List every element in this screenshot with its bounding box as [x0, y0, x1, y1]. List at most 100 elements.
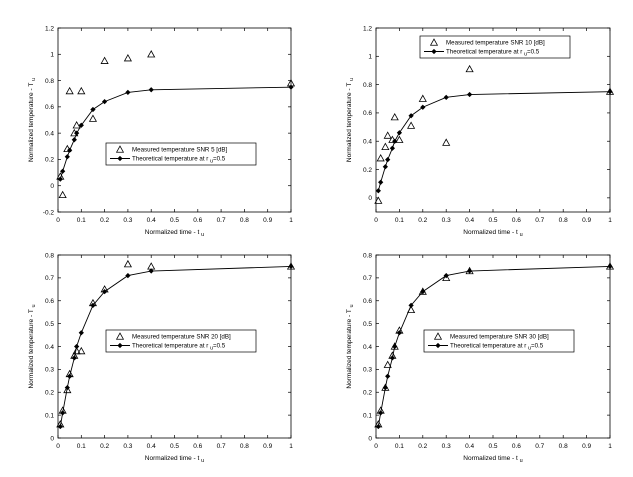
theoretical-point: [375, 423, 381, 430]
y-tick-label: 0.4: [363, 139, 372, 146]
x-tick-label: 0.8: [559, 443, 568, 450]
measured-point: [77, 346, 86, 355]
y-axis-label: Normalized temperature - T u: [28, 304, 37, 388]
measured-point: [88, 298, 98, 307]
measured-point: [147, 50, 156, 58]
y-tick-label: 1.2: [45, 25, 54, 32]
y-tick-label: 0: [50, 435, 54, 442]
measured-point: [605, 262, 615, 270]
theoretical-point: [378, 410, 384, 416]
x-tick-label: 0.9: [263, 443, 272, 450]
theoretical-point: [60, 168, 66, 174]
measured-point: [56, 172, 65, 180]
x-tick-label: 0.5: [170, 443, 179, 450]
theoretical-point: [443, 94, 449, 100]
legend-measured-marker: [115, 145, 125, 153]
y-tick-label: 0.8: [363, 82, 372, 89]
x-tick-label: 0.5: [170, 217, 179, 224]
theoretical-point: [64, 154, 70, 160]
measured-point: [381, 383, 390, 391]
theoretical-point: [385, 157, 391, 163]
measured-point: [395, 326, 404, 334]
theoretical-line: [59, 86, 292, 180]
legend-box: [419, 35, 571, 59]
measured-point: [286, 262, 296, 270]
x-tick-label: 0.4: [147, 443, 156, 450]
theoretical-point: [101, 288, 108, 295]
theoretical-point: [385, 373, 391, 379]
y-axis-label: Normalized temperature - T u: [28, 78, 37, 162]
x-tick-label: 0.1: [77, 443, 86, 450]
x-axis-label: Normalized time - t u: [145, 229, 204, 238]
y-tick-label: 0.8: [45, 78, 54, 85]
measured-point: [58, 406, 67, 414]
legend-box: [423, 329, 575, 353]
measured-point: [442, 273, 451, 281]
measured-point: [65, 86, 74, 95]
measured-point: [388, 351, 397, 359]
y-tick-label: 0: [50, 183, 54, 190]
theoretical-line: [59, 265, 292, 427]
theoretical-point: [148, 87, 154, 93]
theoretical-point: [67, 373, 73, 379]
x-tick-label: 0.7: [535, 217, 544, 224]
measured-point: [72, 121, 81, 129]
plot-frame: [57, 27, 292, 213]
legend-theoretical-label: Theoretical temperature at r u=0.5: [446, 49, 540, 58]
y-tick-label: 0.2: [363, 167, 372, 174]
y-tick-label: 0.4: [45, 344, 54, 351]
y-tick-label: 1: [50, 52, 54, 59]
y-tick-label: 0.3: [45, 367, 54, 374]
measured-point: [56, 420, 65, 428]
y-tick-label: 1: [368, 54, 372, 61]
x-tick-label: 0.9: [582, 443, 591, 450]
x-tick-label: 0.3: [442, 217, 451, 224]
theoretical-point: [408, 113, 414, 119]
chart-panel-bottom-right: 0 0.1 0.2 0.3 0.4 0.5 0.6 0.7 0.8 0.9 1 0 0.1 0.2 0.3 0…: [346, 252, 615, 464]
x-tick-label: 0.5: [488, 217, 497, 224]
x-tick-label: 1: [289, 217, 293, 224]
x-tick-label: 1: [289, 443, 293, 450]
legend-theoretical-label: Theoretical temperature at r u=0.5: [450, 343, 544, 352]
x-tick-label: 0.1: [395, 443, 404, 450]
theoretical-point: [57, 423, 63, 430]
x-tick-label: 0.4: [465, 217, 474, 224]
x-tick-label: 0.6: [193, 217, 202, 224]
x-tick-label: 0.7: [217, 217, 226, 224]
x-tick-label: 1: [608, 217, 612, 224]
y-tick-label: 0.4: [363, 344, 372, 351]
y-tick-label: 0.6: [45, 104, 54, 111]
y-tick-label: 0.3: [363, 367, 372, 374]
x-tick-label: 0.3: [123, 217, 132, 224]
x-tick-label: 0.7: [535, 443, 544, 450]
chart-panel-bottom-left: 0 0.1 0.2 0.3 0.4 0.5 0.6 0.7 0.8 0.9 1 0 0.1 0.2 0.3 0…: [28, 252, 296, 464]
x-tick-label: 0: [56, 217, 60, 224]
x-tick-label: 0.8: [240, 443, 249, 450]
x-tick-label: 0.2: [418, 217, 427, 224]
measured-point: [100, 285, 109, 293]
theoretical-point: [71, 355, 77, 361]
theoretical-point: [396, 130, 403, 136]
x-tick-label: 0.2: [418, 443, 427, 450]
theoretical-point: [71, 137, 77, 143]
y-tick-label: 0.8: [363, 252, 372, 259]
legend-theoretical-marker: [117, 155, 123, 162]
y-tick-label: 0.2: [45, 390, 54, 397]
legend-measured-label: Measured temperature SNR 30 [dB]: [450, 334, 549, 341]
y-tick-label: 1.2: [363, 25, 372, 32]
x-tick-label: 0.1: [395, 217, 404, 224]
y-tick-label: 0.2: [363, 390, 372, 397]
legend-theoretical-marker: [117, 342, 123, 349]
x-tick-label: 0.6: [512, 217, 521, 224]
measured-point: [418, 94, 427, 102]
measured-point: [374, 196, 383, 204]
theoretical-point: [466, 91, 473, 98]
theoretical-point: [125, 272, 131, 279]
x-tick-label: 0.1: [77, 217, 86, 224]
y-tick-label: 0.2: [45, 157, 54, 164]
theoretical-line: [377, 91, 611, 191]
measured-point: [383, 360, 392, 368]
legend-box: [105, 329, 257, 353]
x-tick-label: 0: [56, 443, 60, 450]
x-tick-label: 0.8: [559, 217, 568, 224]
